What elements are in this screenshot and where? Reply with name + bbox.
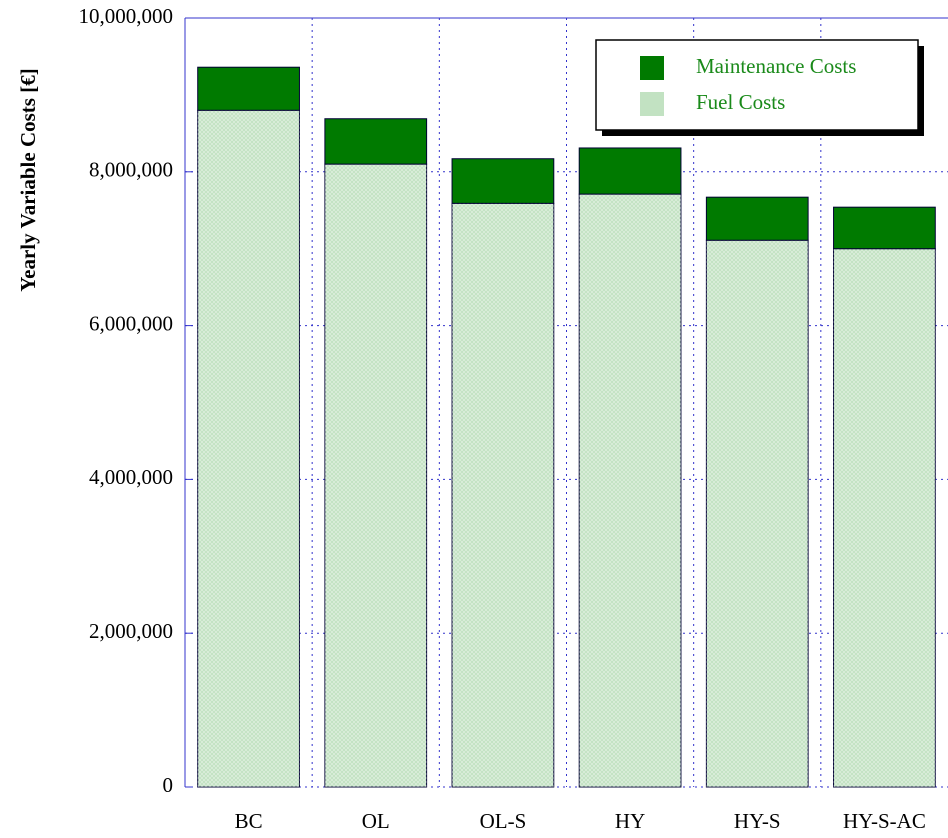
x-tick-label: HY bbox=[615, 809, 645, 833]
bar-segment bbox=[197, 66, 300, 111]
legend-swatch bbox=[640, 92, 664, 116]
bar-hatch bbox=[452, 203, 554, 788]
bar-hatch bbox=[324, 164, 427, 788]
legend-box bbox=[595, 39, 919, 131]
bar-segment bbox=[578, 147, 682, 195]
x-tick-label: OL bbox=[362, 809, 390, 833]
x-tick-label: BC bbox=[235, 809, 263, 833]
y-tick-label: 0 bbox=[163, 773, 174, 797]
bar-segment bbox=[451, 158, 555, 204]
legend-label: Maintenance Costs bbox=[696, 54, 856, 78]
legend-label: Fuel Costs bbox=[696, 90, 785, 114]
bar-segment bbox=[833, 206, 936, 250]
bar-hatch bbox=[833, 248, 936, 787]
legend-swatch bbox=[640, 56, 664, 80]
bar-segment bbox=[324, 118, 428, 165]
y-tick-label: 8,000,000 bbox=[89, 158, 173, 182]
y-tick-label: 4,000,000 bbox=[89, 465, 173, 489]
bar-hatch bbox=[197, 110, 300, 787]
bar-hatch bbox=[579, 194, 681, 787]
y-tick-label: 6,000,000 bbox=[89, 311, 173, 335]
bar-segment bbox=[705, 196, 809, 241]
x-tick-label: HY-S bbox=[734, 809, 781, 833]
x-tick-label: HY-S-AC bbox=[843, 809, 926, 833]
y-tick-label: 2,000,000 bbox=[89, 619, 173, 643]
bar-hatch bbox=[706, 240, 809, 788]
x-tick-label: OL-S bbox=[480, 809, 527, 833]
y-tick-label: 10,000,000 bbox=[79, 4, 174, 28]
y-axis-title: Yearly Variable Costs [€] bbox=[16, 68, 40, 291]
